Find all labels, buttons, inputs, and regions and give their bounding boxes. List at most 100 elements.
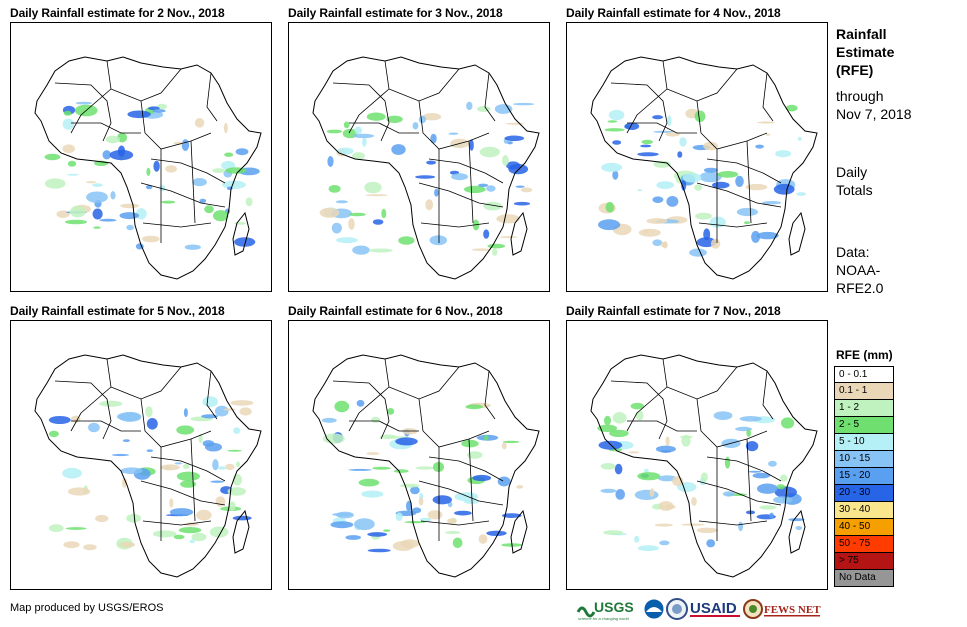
country-border (190, 438, 196, 522)
rainfall-patch (319, 207, 340, 218)
country-border (698, 222, 768, 228)
africa-coastline (312, 56, 540, 280)
rainfall-patch (712, 181, 730, 189)
rainfall-patch (176, 425, 195, 435)
rainfall-patch (644, 468, 649, 473)
rainfall-patch (372, 466, 391, 470)
rainfall-patch (609, 429, 629, 438)
rainfall-patch (722, 491, 735, 497)
legend-label: 5 - 10 (839, 436, 865, 447)
rainfall-patch (387, 408, 395, 415)
country-border (140, 480, 226, 506)
rainfall-patch (212, 168, 226, 173)
rainfall-patch (598, 440, 623, 450)
rainfall-patch (502, 513, 522, 518)
rainfall-map (566, 320, 828, 590)
rainfall-patch (183, 408, 188, 418)
country-border (150, 158, 226, 184)
rainfall-patch (62, 118, 75, 130)
rainfall-patch (210, 480, 225, 483)
rainfall-patch (406, 500, 412, 512)
noaa-logo (643, 598, 665, 620)
rainfall-patch (393, 469, 409, 473)
country-border (706, 456, 782, 482)
legend-swatch: 30 - 40 (834, 502, 894, 519)
rainfall-patch (612, 170, 619, 180)
rainfall-patch (796, 192, 807, 196)
rainfall-patch (225, 463, 235, 471)
rainfall-patch (392, 541, 414, 551)
country-border (348, 386, 390, 432)
usgs-text: USGS (594, 599, 634, 615)
rainfall-patch (666, 196, 679, 207)
rainfall-map (10, 320, 272, 590)
rainfall-patch (667, 115, 672, 127)
rainfall-patch (365, 194, 388, 197)
africa-map-svg (34, 354, 262, 578)
rainfall-patch (681, 179, 687, 191)
rainfall-patch (652, 239, 663, 246)
rainfall-patch (454, 492, 479, 502)
rainfall-patch (330, 521, 354, 529)
rainfall-patch (483, 435, 489, 441)
rainfall-patch (660, 241, 667, 248)
country-border (468, 438, 474, 522)
legend-swatch: 2 - 5 (834, 417, 894, 434)
rainfall-patch (637, 152, 659, 157)
rainfall-patch (605, 201, 615, 213)
rainfall-patch (126, 224, 134, 231)
legend-swatch: 5 - 10 (834, 434, 894, 451)
rainfall-patch (494, 104, 513, 114)
legend-label: 20 - 30 (839, 487, 871, 498)
rainfall-patch (724, 456, 731, 469)
rainfall-patch (795, 526, 803, 530)
rainfall-patch (366, 112, 386, 121)
rainfall-patch (776, 484, 786, 490)
rainfall-patch (709, 216, 726, 228)
rainfall-patch (601, 162, 623, 172)
rainfall-patch (62, 467, 82, 479)
legend-label: 50 - 75 (839, 538, 871, 549)
rainfall-patch (65, 219, 87, 225)
rainfall-patch (44, 178, 66, 189)
rainfall-patch (483, 201, 502, 211)
africa-coastline (312, 354, 540, 578)
rainfall-patch (746, 429, 751, 437)
legend-label: 1 - 2 (839, 402, 860, 413)
legend-swatch: 0.1 - 1 (834, 383, 894, 400)
rainfall-patch (466, 101, 473, 111)
rainfall-patch (717, 171, 739, 178)
rainfall-patch (48, 430, 59, 438)
legend-swatch: 40 - 50 (834, 519, 894, 536)
rainfall-patch (415, 175, 436, 179)
rainfall-patch (228, 501, 236, 511)
country-border (662, 60, 738, 102)
rainfall-patch (145, 406, 153, 418)
rainfall-patch (336, 237, 358, 244)
rainfall-patch (513, 201, 531, 206)
rainfall-patch (391, 144, 406, 155)
rainfall-patch (235, 148, 249, 156)
rainfall-patch (233, 427, 241, 434)
rainfall-patch (643, 230, 649, 234)
country-border (746, 438, 752, 522)
rainfall-patch (656, 181, 675, 190)
rainfall-patch (383, 529, 391, 532)
rainfall-patch (192, 178, 207, 187)
rainfall-patch (743, 221, 751, 225)
rainfall-patch (334, 400, 350, 413)
country-border (71, 420, 141, 432)
madagascar-outline (510, 211, 528, 256)
rainfall-patch (152, 530, 177, 538)
rainfall-patch (153, 160, 160, 172)
rainfall-patch (502, 440, 520, 444)
rainfall-patch (120, 203, 140, 209)
rainfall-patch (352, 152, 365, 160)
rainfall-patch (181, 139, 190, 151)
country-border (142, 222, 212, 228)
rainfall-patch (451, 173, 468, 181)
rainfall-patch (199, 198, 207, 203)
rainfall-patch (434, 188, 439, 197)
rainfall-patch (703, 141, 718, 151)
legend-label: 2 - 5 (839, 419, 860, 430)
